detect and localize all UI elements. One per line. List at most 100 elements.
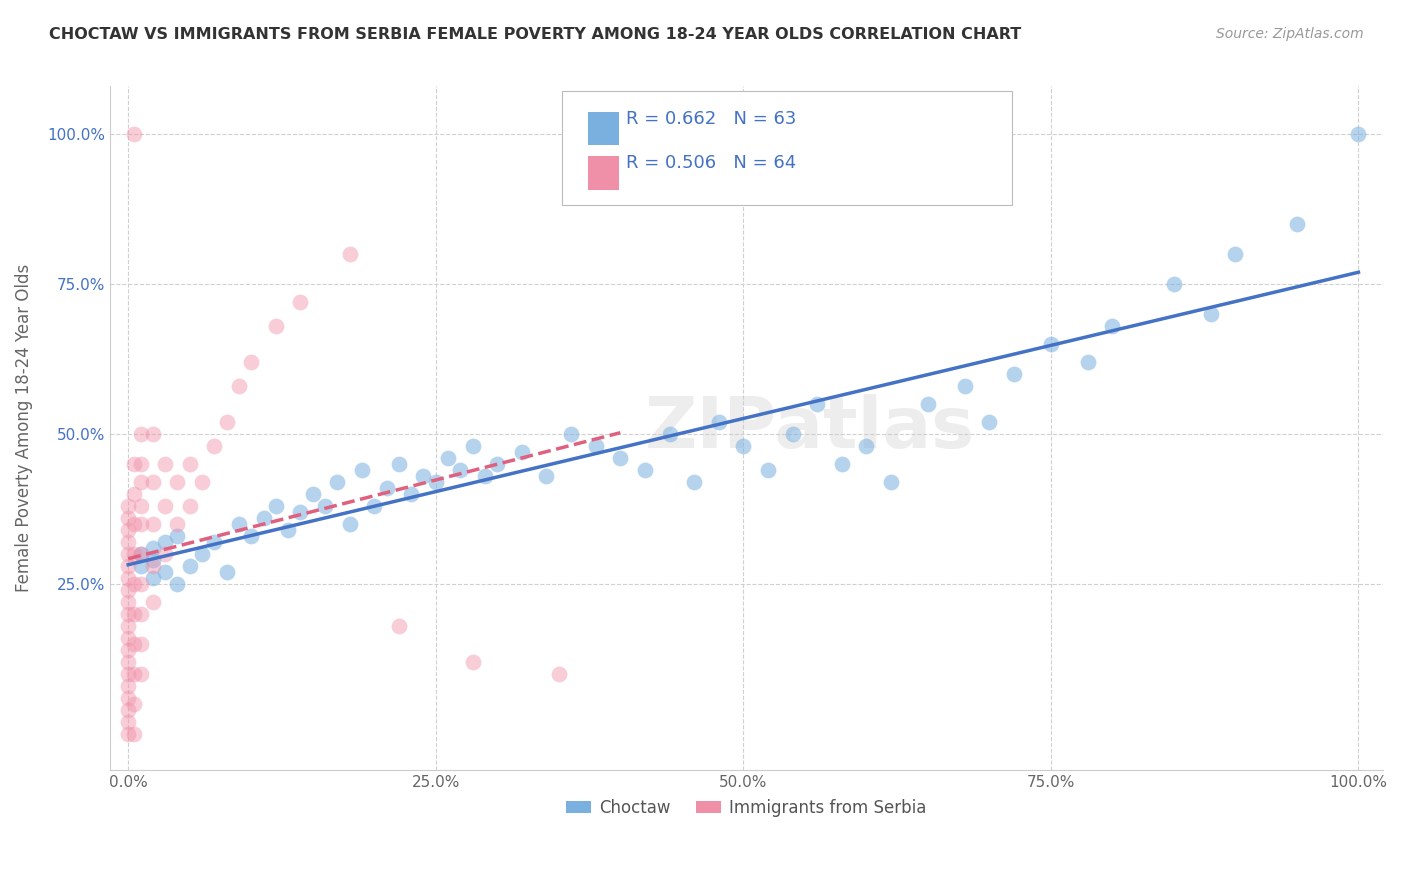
Point [129, 547, 152, 561]
Point [609, 451, 631, 466]
Point [129, 427, 152, 442]
Point [449, 463, 471, 477]
Point [855, 439, 877, 453]
Point [461, 655, 484, 669]
Point [658, 427, 681, 442]
Point [412, 469, 434, 483]
Point [979, 415, 1001, 429]
Point [202, 535, 225, 549]
Point [129, 667, 152, 681]
Point [166, 529, 188, 543]
Point [782, 427, 804, 442]
Text: Source: ZipAtlas.com: Source: ZipAtlas.com [1216, 27, 1364, 41]
Text: R = 0.662   N = 63: R = 0.662 N = 63 [626, 110, 796, 128]
Point [399, 487, 422, 501]
Point [474, 469, 496, 483]
Point [142, 553, 165, 567]
Point [129, 577, 152, 591]
Point [301, 487, 323, 501]
Point [437, 451, 460, 466]
Point [129, 457, 152, 471]
Point [917, 397, 939, 411]
Point [129, 607, 152, 621]
Text: ZIPatlas: ZIPatlas [645, 393, 976, 463]
Point [124, 457, 146, 471]
Point [142, 427, 165, 442]
Point [129, 517, 152, 532]
Point [117, 547, 139, 561]
Point [153, 535, 176, 549]
Point [129, 559, 152, 574]
Point [117, 559, 139, 574]
Point [314, 499, 336, 513]
Point [124, 547, 146, 561]
Point [124, 607, 146, 621]
Point [124, 517, 146, 532]
Point [117, 607, 139, 621]
Point [228, 379, 250, 393]
Point [179, 457, 201, 471]
Point [117, 583, 139, 598]
Point [880, 475, 903, 490]
Point [1225, 247, 1247, 261]
Point [1077, 355, 1099, 369]
Point [215, 415, 238, 429]
Point [117, 655, 139, 669]
Point [806, 397, 828, 411]
Point [756, 463, 779, 477]
Point [228, 517, 250, 532]
Y-axis label: Female Poverty Among 18-24 Year Olds: Female Poverty Among 18-24 Year Olds [15, 264, 32, 592]
Point [290, 295, 312, 310]
Point [339, 247, 361, 261]
Point [117, 679, 139, 693]
Point [117, 631, 139, 645]
Point [1039, 337, 1062, 351]
Point [585, 439, 607, 453]
Point [166, 517, 188, 532]
Point [117, 595, 139, 609]
Point [326, 475, 349, 490]
Point [1285, 217, 1308, 231]
Point [375, 481, 398, 495]
Point [1347, 128, 1369, 142]
Point [124, 667, 146, 681]
Point [179, 559, 201, 574]
Point [425, 475, 447, 490]
Point [129, 499, 152, 513]
Point [363, 499, 385, 513]
Point [277, 523, 299, 537]
Point [461, 439, 484, 453]
Point [560, 427, 582, 442]
Point [1163, 277, 1185, 292]
Point [707, 415, 730, 429]
Point [153, 547, 176, 561]
Point [202, 439, 225, 453]
Point [486, 457, 509, 471]
Point [953, 379, 976, 393]
Point [240, 529, 263, 543]
Point [240, 355, 263, 369]
Point [124, 487, 146, 501]
Point [117, 727, 139, 741]
Point [124, 577, 146, 591]
Text: R = 0.506   N = 64: R = 0.506 N = 64 [626, 154, 796, 172]
Point [166, 577, 188, 591]
Point [153, 457, 176, 471]
Point [117, 511, 139, 525]
Point [124, 637, 146, 651]
Point [339, 517, 361, 532]
Point [117, 571, 139, 585]
Point [350, 463, 373, 477]
Point [142, 595, 165, 609]
Point [142, 541, 165, 555]
Point [388, 619, 411, 633]
Point [117, 714, 139, 729]
Point [117, 703, 139, 717]
Point [166, 475, 188, 490]
Point [831, 457, 853, 471]
Point [124, 727, 146, 741]
Point [117, 643, 139, 657]
Point [117, 619, 139, 633]
Point [142, 559, 165, 574]
Point [1199, 307, 1222, 321]
